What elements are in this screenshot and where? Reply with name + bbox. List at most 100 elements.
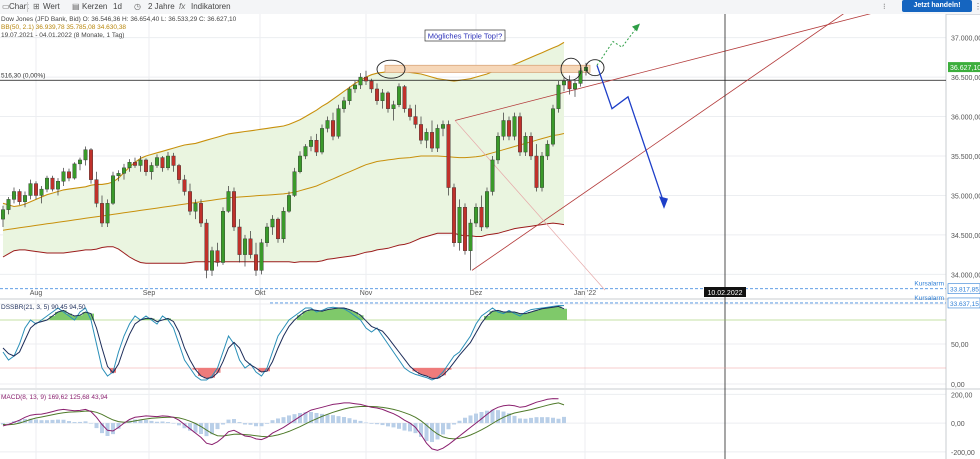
candle-body [138, 159, 143, 166]
candles-icon[interactable]: ▤ [72, 2, 80, 11]
candle-body [99, 203, 104, 224]
candle-body [507, 120, 512, 137]
macd-histogram-bar [50, 419, 55, 424]
more-icon[interactable]: ⋮ [974, 2, 980, 11]
macd-histogram-bar [111, 423, 115, 435]
macd-histogram-bar [562, 416, 566, 424]
chart-type-icon[interactable]: ▭ [2, 2, 10, 11]
macd-histogram-bar [100, 423, 104, 434]
macd-histogram-bar [6, 422, 11, 424]
candle-body [375, 88, 380, 101]
chart-area[interactable]: 10.02.2022 Mögliches Triple Top!? 516,30 (… [0, 14, 980, 459]
candle-body [479, 207, 484, 228]
candle-body [127, 162, 132, 169]
macd-tick-label: 0,00 [951, 421, 965, 428]
value-icon[interactable]: ⊞ [33, 2, 40, 11]
candle-body [83, 149, 88, 161]
macd-histogram-bar [171, 423, 176, 424]
drawings-overlay: 10.02.2022 Mögliches Triple Top!? 516,30 (… [1, 14, 746, 459]
kerzen-button[interactable]: Kerzen [82, 2, 108, 11]
resistance-zone [384, 64, 591, 73]
macd-panel-bg [0, 390, 946, 459]
macd-histogram-bar [34, 419, 38, 424]
price-tick-label: 34.000,00 [951, 272, 980, 279]
macd-histogram-bar [270, 420, 275, 424]
crosshair-date-box [704, 287, 746, 297]
osc-tick-label: 50,00 [951, 342, 969, 349]
macd-histogram-bar [529, 417, 533, 424]
macd-histogram-bar [105, 423, 110, 436]
candle-body [270, 218, 275, 228]
macd-histogram-bar [56, 419, 60, 424]
candle-body [45, 177, 50, 190]
macd-histogram-bar [155, 421, 159, 424]
macd-histogram-bar [237, 422, 242, 424]
macd-histogram-bar [259, 423, 264, 427]
candle-body [17, 191, 22, 202]
macd-histogram-bar [221, 423, 225, 425]
candle-body [56, 181, 61, 190]
indicators-button[interactable]: Indikatoren [191, 2, 231, 11]
bb-middle-line [2, 133, 565, 231]
macd-histogram-bar [534, 417, 539, 424]
candle-body [116, 173, 121, 176]
macd-histogram-bar [518, 418, 522, 424]
macd-histogram-bar [243, 423, 247, 425]
macd-histogram-bar [116, 423, 121, 429]
osc-tick-label: 0,00 [951, 382, 965, 389]
candlestick-series [1, 62, 589, 279]
candle-body [391, 104, 396, 109]
last-price-label: 36.627,10 [950, 65, 980, 72]
macd-line [2, 398, 559, 451]
candle-body [193, 203, 198, 212]
candle-body [11, 191, 16, 200]
candle-body [160, 157, 165, 169]
candle-body [292, 171, 297, 196]
candle-body [325, 120, 330, 129]
macd-histogram-bar [402, 423, 407, 431]
candle-body [540, 155, 545, 188]
candle-body [408, 108, 413, 117]
wert-button[interactable]: Wert [43, 2, 60, 11]
interval-button[interactable]: 1d [113, 2, 122, 11]
candle-body [265, 226, 270, 243]
macd-histogram-bar [386, 423, 390, 427]
candle-body [336, 108, 341, 137]
macd-histogram-bar [232, 419, 236, 424]
macd-histogram-bar [375, 423, 379, 425]
macd-histogram-bar [435, 423, 440, 440]
macd-panel: MACD(8, 13, 9) 169,62 125,68 43,94 [1, 394, 566, 451]
candle-body [562, 80, 567, 86]
macd-histogram-bar [182, 423, 187, 429]
macd-histogram-bar [468, 415, 473, 424]
trade-now-button[interactable]: Jetzt handeln! [902, 0, 972, 12]
macd-histogram-bar [281, 417, 286, 424]
settings-icon[interactable]: ⁝ [883, 2, 886, 11]
candle-body [204, 222, 209, 271]
candle-body [490, 159, 495, 192]
macd-histogram-bar [347, 418, 352, 424]
candle-body [66, 171, 71, 179]
range-button[interactable]: 2 Jahre [148, 2, 175, 11]
candle-body [441, 124, 446, 129]
macd-histogram-bar [94, 423, 99, 429]
macd-histogram-bar [463, 417, 467, 424]
macd-histogram-bar [287, 415, 291, 424]
candle-body [50, 177, 55, 190]
fx-icon[interactable]: fx [179, 2, 186, 11]
candle-body [281, 211, 286, 240]
candle-body [413, 116, 418, 125]
candle-body [435, 128, 440, 149]
macd-histogram-bar [188, 423, 192, 431]
candle-body [6, 199, 11, 210]
bb-info: BB(50, 2.1) 36.939,78 35.785,08 34.630,3… [1, 24, 127, 31]
macd-histogram-bar [61, 419, 66, 424]
macd-histogram-bar [336, 416, 341, 424]
upper-trendline [454, 14, 871, 121]
clock-icon[interactable]: ◷ [134, 2, 141, 11]
macd-histogram-bar [408, 423, 412, 432]
chart-tab[interactable]: Chart [9, 2, 29, 11]
macd-histogram-bar [254, 423, 258, 427]
candle-body [132, 162, 137, 166]
price-alarm-badge [947, 283, 980, 295]
